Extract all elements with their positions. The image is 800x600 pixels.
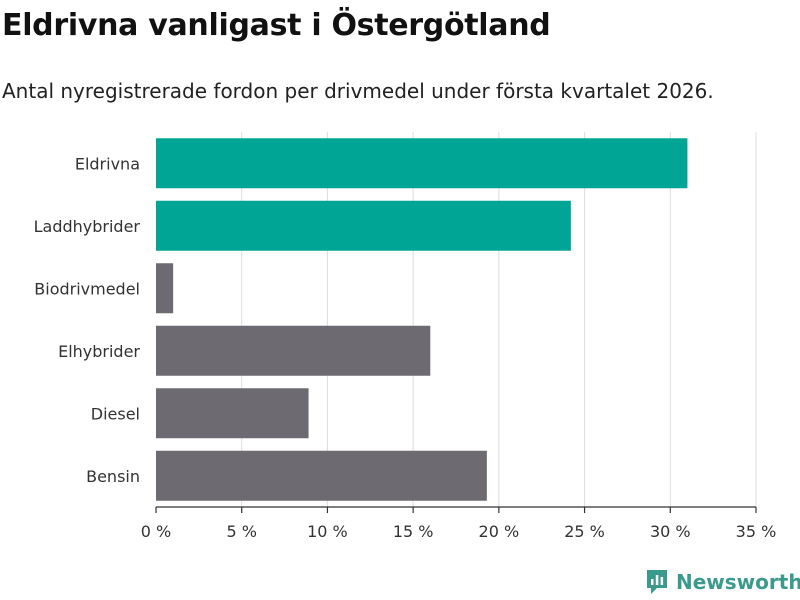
bar-bensin <box>156 450 487 501</box>
bar-diesel <box>156 388 309 439</box>
x-tick-label-6: 30 % <box>650 522 691 541</box>
bar-elhybrider <box>156 325 431 376</box>
x-tick-label-7: 35 % <box>736 522 777 541</box>
category-label-elhybrider: Elhybrider <box>58 342 140 361</box>
bar-eldrivna <box>156 138 688 189</box>
x-tick-label-4: 20 % <box>479 522 520 541</box>
x-tick-label-2: 10 % <box>307 522 348 541</box>
x-tick-label-0: 0 % <box>141 522 171 541</box>
newsworthy-logo-text: Newsworthy <box>676 570 800 594</box>
x-tick-label-3: 15 % <box>393 522 434 541</box>
category-label-laddhybrider: Laddhybrider <box>34 217 141 236</box>
bar-biodrivmedel <box>156 263 174 314</box>
category-label-bensin: Bensin <box>86 467 140 486</box>
category-label-biodrivmedel: Biodrivmedel <box>34 279 140 298</box>
chart-subtitle: Antal nyregistrerade fordon per drivmede… <box>2 79 714 103</box>
x-tick-label-1: 5 % <box>226 522 256 541</box>
x-tick-label-5: 25 % <box>564 522 605 541</box>
category-label-diesel: Diesel <box>91 404 140 423</box>
bar-laddhybrider <box>156 200 571 251</box>
chart-title: Eldrivna vanligast i Östergötland <box>2 8 551 43</box>
newsworthy-logo: Newsworthy <box>645 568 800 596</box>
newsworthy-logo-icon <box>647 570 667 594</box>
category-label-eldrivna: Eldrivna <box>75 154 140 173</box>
